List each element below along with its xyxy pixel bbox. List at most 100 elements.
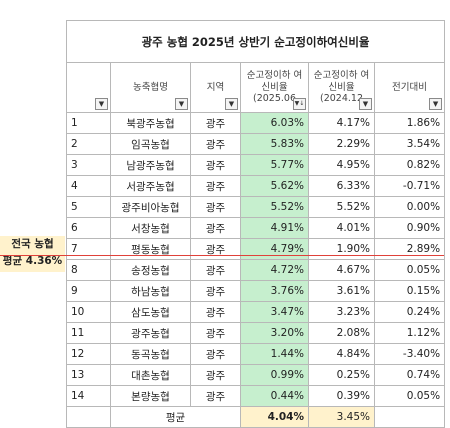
row-ratio-2024[interactable]: 4.95% bbox=[308, 154, 375, 176]
row-index[interactable]: 3 bbox=[66, 154, 111, 176]
row-index[interactable]: 8 bbox=[66, 259, 111, 281]
row-name[interactable]: 광주농협 bbox=[110, 322, 191, 344]
table-row[interactable]: 8 송정농협 광주 4.72% 4.67% 0.05% bbox=[66, 259, 446, 281]
row-name[interactable]: 광주비아농협 bbox=[110, 196, 191, 218]
row-region[interactable]: 광주 bbox=[190, 280, 241, 302]
row-change[interactable]: 0.05% bbox=[373, 385, 446, 407]
row-ratio-2025[interactable]: 5.77% bbox=[240, 154, 309, 176]
row-ratio-2025[interactable]: 0.44% bbox=[240, 385, 309, 407]
row-name[interactable]: 북광주농협 bbox=[110, 112, 191, 134]
average-change[interactable] bbox=[373, 406, 446, 428]
row-change[interactable]: 0.00% bbox=[373, 196, 446, 218]
row-index[interactable]: 10 bbox=[66, 301, 111, 323]
row-ratio-2024[interactable]: 0.25% bbox=[308, 364, 375, 386]
row-name[interactable]: 삼도농협 bbox=[110, 301, 191, 323]
row-name[interactable]: 서광주농협 bbox=[110, 175, 191, 197]
row-ratio-2024[interactable]: 2.29% bbox=[308, 133, 375, 155]
row-index[interactable]: 13 bbox=[66, 364, 111, 386]
row-region[interactable]: 광주 bbox=[190, 154, 241, 176]
row-change[interactable]: 1.12% bbox=[373, 322, 446, 344]
average-ratio-2025[interactable]: 4.04% bbox=[240, 406, 309, 428]
row-ratio-2024[interactable]: 2.08% bbox=[308, 322, 375, 344]
row-ratio-2025[interactable]: 4.79% bbox=[240, 238, 309, 260]
row-ratio-2025[interactable]: 0.99% bbox=[240, 364, 309, 386]
row-index[interactable]: 2 bbox=[66, 133, 111, 155]
average-label[interactable]: 평균 bbox=[110, 406, 241, 428]
row-change[interactable]: 1.86% bbox=[373, 112, 446, 134]
row-ratio-2025[interactable]: 4.72% bbox=[240, 259, 309, 281]
row-index[interactable]: 1 bbox=[66, 112, 111, 134]
row-region[interactable]: 광주 bbox=[190, 322, 241, 344]
row-region[interactable]: 광주 bbox=[190, 217, 241, 239]
row-ratio-2025[interactable]: 5.52% bbox=[240, 196, 309, 218]
filter-dropdown-icon[interactable]: ▼ bbox=[225, 98, 238, 110]
filter-dropdown-icon[interactable]: ▼ bbox=[95, 98, 108, 110]
row-ratio-2025[interactable]: 3.76% bbox=[240, 280, 309, 302]
table-row[interactable]: 2 임곡농협 광주 5.83% 2.29% 3.54% bbox=[66, 133, 446, 155]
table-row[interactable]: 11 광주농협 광주 3.20% 2.08% 1.12% bbox=[66, 322, 446, 344]
row-ratio-2024[interactable]: 3.23% bbox=[308, 301, 375, 323]
row-ratio-2025[interactable]: 6.03% bbox=[240, 112, 309, 134]
row-change[interactable]: 3.54% bbox=[373, 133, 446, 155]
row-change[interactable]: 0.90% bbox=[373, 217, 446, 239]
sort-descending-icon[interactable]: ▼↓ bbox=[293, 98, 306, 110]
table-row[interactable]: 6 서창농협 광주 4.91% 4.01% 0.90% bbox=[66, 217, 446, 239]
row-ratio-2025[interactable]: 5.83% bbox=[240, 133, 309, 155]
row-ratio-2024[interactable]: 6.33% bbox=[308, 175, 375, 197]
row-ratio-2024[interactable]: 4.84% bbox=[308, 343, 375, 365]
filter-dropdown-icon[interactable]: ▼ bbox=[175, 98, 188, 110]
row-index[interactable]: 9 bbox=[66, 280, 111, 302]
row-name[interactable]: 본량농협 bbox=[110, 385, 191, 407]
row-ratio-2024[interactable]: 0.39% bbox=[308, 385, 375, 407]
average-ratio-2024[interactable]: 3.45% bbox=[308, 406, 375, 428]
row-index[interactable]: 14 bbox=[66, 385, 111, 407]
row-index[interactable]: 5 bbox=[66, 196, 111, 218]
row-index[interactable]: 4 bbox=[66, 175, 111, 197]
row-ratio-2024[interactable]: 4.67% bbox=[308, 259, 375, 281]
table-row[interactable]: 13 대촌농협 광주 0.99% 0.25% 0.74% bbox=[66, 364, 446, 386]
row-change[interactable]: -0.71% bbox=[373, 175, 446, 197]
row-index[interactable]: 11 bbox=[66, 322, 111, 344]
row-region[interactable]: 광주 bbox=[190, 133, 241, 155]
row-ratio-2025[interactable]: 4.91% bbox=[240, 217, 309, 239]
row-region[interactable]: 광주 bbox=[190, 343, 241, 365]
table-row[interactable]: 10 삼도농협 광주 3.47% 3.23% 0.24% bbox=[66, 301, 446, 323]
table-row[interactable]: 14 본량농협 광주 0.44% 0.39% 0.05% bbox=[66, 385, 446, 407]
row-name[interactable]: 대촌농협 bbox=[110, 364, 191, 386]
row-ratio-2024[interactable]: 4.17% bbox=[308, 112, 375, 134]
row-change[interactable]: 0.05% bbox=[373, 259, 446, 281]
row-change[interactable]: 0.15% bbox=[373, 280, 446, 302]
row-ratio-2024[interactable]: 5.52% bbox=[308, 196, 375, 218]
row-ratio-2024[interactable]: 4.01% bbox=[308, 217, 375, 239]
row-region[interactable]: 광주 bbox=[190, 364, 241, 386]
row-change[interactable]: 0.82% bbox=[373, 154, 446, 176]
table-row[interactable]: 9 하남농협 광주 3.76% 3.61% 0.15% bbox=[66, 280, 446, 302]
row-ratio-2025[interactable]: 1.44% bbox=[240, 343, 309, 365]
row-name[interactable]: 송정농협 bbox=[110, 259, 191, 281]
row-ratio-2025[interactable]: 3.20% bbox=[240, 322, 309, 344]
row-change[interactable]: 0.74% bbox=[373, 364, 446, 386]
average-index[interactable] bbox=[66, 406, 111, 428]
row-region[interactable]: 광주 bbox=[190, 301, 241, 323]
row-ratio-2025[interactable]: 3.47% bbox=[240, 301, 309, 323]
table-row[interactable]: 1 북광주농협 광주 6.03% 4.17% 1.86% bbox=[66, 112, 446, 134]
row-region[interactable]: 광주 bbox=[190, 175, 241, 197]
row-ratio-2024[interactable]: 1.90% bbox=[308, 238, 375, 260]
row-region[interactable]: 광주 bbox=[190, 196, 241, 218]
table-row[interactable]: 12 동곡농협 광주 1.44% 4.84% -3.40% bbox=[66, 343, 446, 365]
row-index[interactable]: 6 bbox=[66, 217, 111, 239]
table-row[interactable]: 7 평동농협 광주 4.79% 1.90% 2.89% bbox=[66, 238, 446, 260]
row-ratio-2025[interactable]: 5.62% bbox=[240, 175, 309, 197]
row-name[interactable]: 하남농협 bbox=[110, 280, 191, 302]
row-change[interactable]: 0.24% bbox=[373, 301, 446, 323]
row-change[interactable]: -3.40% bbox=[373, 343, 446, 365]
row-ratio-2024[interactable]: 3.61% bbox=[308, 280, 375, 302]
table-row[interactable]: 5 광주비아농협 광주 5.52% 5.52% 0.00% bbox=[66, 196, 446, 218]
table-row[interactable]: 4 서광주농협 광주 5.62% 6.33% -0.71% bbox=[66, 175, 446, 197]
row-index[interactable]: 12 bbox=[66, 343, 111, 365]
row-region[interactable]: 광주 bbox=[190, 112, 241, 134]
row-name[interactable]: 동곡농협 bbox=[110, 343, 191, 365]
row-name[interactable]: 평동농협 bbox=[110, 238, 191, 260]
filter-dropdown-icon[interactable]: ▼ bbox=[429, 98, 443, 110]
filter-dropdown-icon[interactable]: ▼ bbox=[359, 98, 372, 110]
